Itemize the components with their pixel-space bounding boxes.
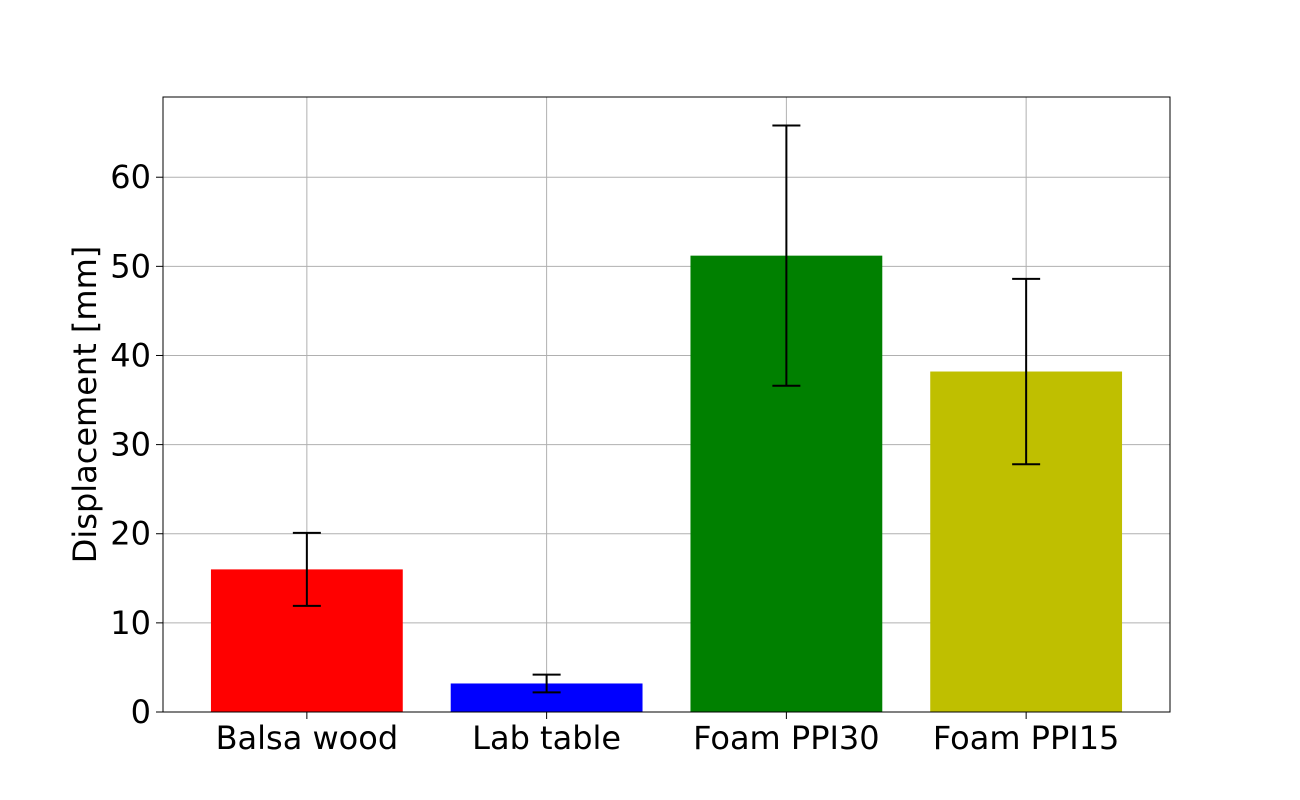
- y-axis-label: Displacement [mm]: [66, 246, 104, 563]
- x-tick-labels: Balsa wood Lab table Foam PPI30 Foam PPI15: [216, 712, 1120, 757]
- x-tick-label: Balsa wood: [216, 719, 399, 757]
- plot-frame: [162, 96, 1171, 713]
- bars: [210, 255, 1123, 713]
- y-tick-label: 50: [110, 247, 151, 285]
- x-tick-label: Lab table: [472, 719, 621, 757]
- error-bars: [292, 124, 1041, 694]
- y-tick-label: 20: [110, 515, 151, 553]
- y-tick-label: 10: [110, 604, 151, 642]
- y-tick-label: 0: [131, 693, 151, 731]
- y-tick-label: 30: [110, 426, 151, 464]
- y-tick-label: 60: [110, 158, 151, 196]
- x-tick-label: Foam PPI15: [933, 719, 1120, 757]
- y-tick-labels: 0 10 20 30 40 50 60: [110, 158, 163, 731]
- x-tick-label: Foam PPI30: [693, 719, 880, 757]
- y-tick-label: 40: [110, 336, 151, 374]
